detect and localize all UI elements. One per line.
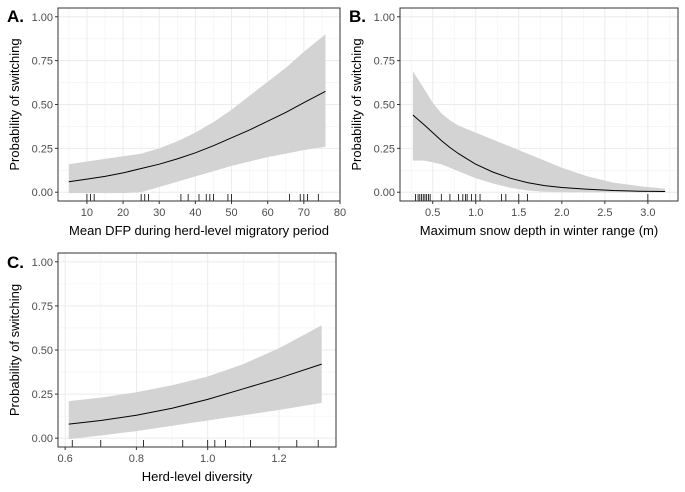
panel-3: 0.00 0.25 0.50 0.75 1.00 0.6 0.8 1.0 1.2 Herd-lev… [7,253,336,484]
x-tick-label: 1.0 [468,207,483,219]
panel-label: C. [7,253,24,272]
y-tick-label: 0.50 [32,100,53,112]
x-axis-title: Mean DFP during herd-level migratory per… [69,223,329,238]
x-tick-label: 0.5 [425,207,440,219]
x-tick-label: 20 [117,207,129,219]
x-axis-title: Maximum snow depth in winter range (m) [420,223,658,238]
x-tick-label: 1.2 [271,453,286,465]
y-tick-label: 0.75 [374,56,395,68]
y-tick-label: 0.50 [374,100,395,112]
x-tick-label: 1.5 [511,207,526,219]
x-tick-label: 2.5 [597,207,612,219]
x-tick-label: 40 [189,207,201,219]
panel-label: B. [349,7,366,26]
panel-2: 0.00 0.25 0.50 0.75 1.00 0.5 1.0 1.5 2.0 2.5 3.0 Ma… [349,7,678,238]
x-tick-label: 70 [298,207,310,219]
y-tick-label: 0.00 [32,187,53,199]
y-tick-label: 1.00 [32,12,53,24]
x-tick-label: 2.0 [554,207,569,219]
x-tick-label: 80 [334,207,346,219]
y-tick-label: 0.75 [32,301,53,313]
x-tick-label: 0.8 [129,453,144,465]
x-axis-title: Herd-level diversity [142,469,253,484]
y-tick-label: 1.00 [374,12,395,24]
x-tick-label: 10 [81,207,93,219]
y-tick-label: 0.00 [32,433,53,445]
panel-1: 0.00 0.25 0.50 0.75 1.00 10 20 30 40 50 60 70 80 Mean… [7,7,346,238]
y-axis-title: Probability of switching [7,284,22,416]
panel-label: A. [7,7,24,26]
x-tick-label: 30 [153,207,165,219]
y-tick-label: 0.00 [374,187,395,199]
y-axis-title: Probability of switching [7,38,22,170]
y-tick-label: 1.00 [32,257,53,269]
y-tick-label: 0.25 [374,143,395,155]
y-tick-label: 0.25 [32,389,53,401]
x-tick-label: 50 [225,207,237,219]
y-tick-label: 0.25 [32,143,53,155]
y-axis-title: Probability of switching [349,38,364,170]
x-tick-label: 60 [262,207,274,219]
x-tick-label: 3.0 [640,207,655,219]
x-tick-label: 1.0 [200,453,215,465]
y-tick-label: 0.75 [32,56,53,68]
y-tick-label: 0.50 [32,345,53,357]
x-tick-label: 0.6 [57,453,72,465]
